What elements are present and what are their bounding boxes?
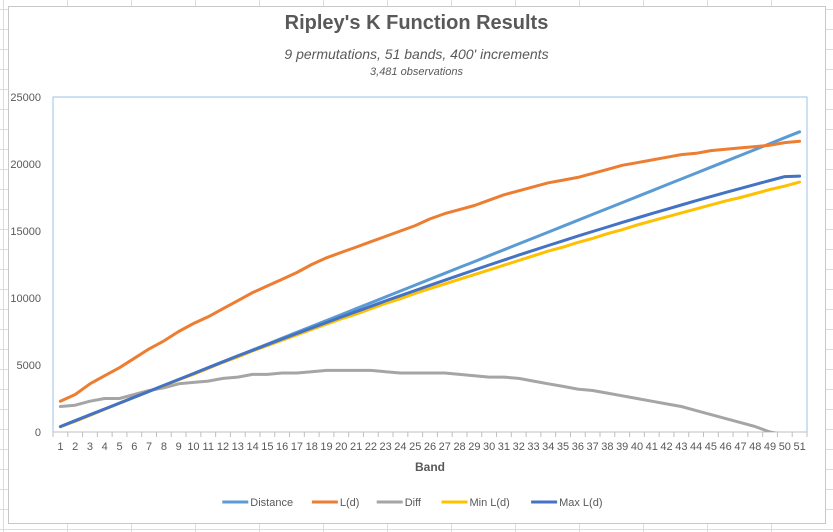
x-tick-label: 36 (572, 441, 584, 453)
x-tick-label: 12 (217, 441, 229, 453)
x-tick-label: 10 (187, 441, 199, 453)
x-tick-label: 17 (291, 441, 303, 453)
x-tick-label: 45 (705, 441, 717, 453)
legend-label: Max L(d) (559, 497, 602, 509)
x-tick-label: 13 (232, 441, 244, 453)
x-tick-label: 7 (146, 441, 152, 453)
y-tick-label: 5000 (17, 360, 41, 372)
x-tick-label: 15 (261, 441, 273, 453)
chart-subtitle: 9 permutations, 51 bands, 400' increment… (284, 46, 549, 62)
y-tick-label: 25000 (10, 92, 41, 104)
x-axis-title: Band (415, 460, 445, 474)
x-tick-label: 22 (365, 441, 377, 453)
x-tick-label: 5 (116, 441, 122, 453)
series-line-l-d[interactable] (58, 139, 802, 403)
x-tick-label: 26 (424, 441, 436, 453)
series-line-diff[interactable] (58, 368, 799, 437)
x-tick-label: 46 (720, 441, 732, 453)
x-tick-label: 32 (513, 441, 525, 453)
x-tick-label: 11 (203, 441, 214, 453)
x-tick-label: 41 (646, 441, 658, 453)
series-layer (58, 130, 802, 437)
x-tick-label: 3 (87, 441, 93, 453)
legend-label: L(d) (340, 497, 360, 509)
legend-label: Min L(d) (470, 497, 510, 509)
chart-title: Ripley's K Function Results (284, 12, 549, 34)
x-tick-label: 6 (131, 441, 137, 453)
x-tick-label: 48 (749, 441, 761, 453)
x-tick-label: 44 (690, 441, 702, 453)
x-tick-label: 42 (660, 441, 672, 453)
legend-item[interactable]: Max L(d) (531, 497, 603, 509)
x-tick-label: 19 (320, 441, 332, 453)
x-tick-label: 14 (246, 441, 258, 453)
x-tick-label: 21 (350, 441, 362, 453)
x-tick-label: 37 (587, 441, 599, 453)
x-tick-label: 16 (276, 441, 288, 453)
x-tick-label: 18 (306, 441, 318, 453)
legend-item[interactable]: L(d) (311, 497, 360, 509)
x-tick-label: 25 (409, 441, 421, 453)
y-tick-label: 15000 (10, 226, 41, 238)
x-tick-label: 34 (542, 441, 554, 453)
x-tick-label: 35 (557, 441, 569, 453)
x-tick-label: 23 (380, 441, 392, 453)
x-tick-label: 31 (498, 441, 510, 453)
plot-border (52, 96, 808, 433)
x-tick-label: 27 (439, 441, 451, 453)
x-tick-label: 38 (601, 441, 613, 453)
legend: Distance L(d) Diff Min L(d) Max L(d) (222, 497, 603, 509)
x-tick-label: 50 (779, 441, 791, 453)
x-tick-label: 51 (793, 441, 805, 453)
x-tick-label: 47 (734, 441, 746, 453)
y-tick-label: 0 (35, 427, 41, 439)
legend-item[interactable]: Diff (376, 497, 422, 509)
x-tick-label: 1 (57, 441, 63, 453)
x-tick-label: 43 (675, 441, 687, 453)
x-tick-label: 29 (468, 441, 480, 453)
x-tick-label: 9 (176, 441, 182, 453)
x-tick-label: 30 (483, 441, 495, 453)
legend-label: Diff (405, 497, 422, 509)
x-tick-label: 2 (72, 441, 78, 453)
y-tick-label: 10000 (10, 293, 41, 305)
x-tick-label: 39 (616, 441, 628, 453)
x-tick-label: 20 (335, 441, 347, 453)
x-tick-label: 4 (102, 441, 108, 453)
legend-item[interactable]: Min L(d) (441, 497, 510, 509)
x-tick-label: 40 (631, 441, 643, 453)
legend-label: Distance (250, 497, 293, 509)
chart-area[interactable] (8, 6, 826, 524)
legend-item[interactable]: Distance (222, 497, 293, 509)
series-line-max-l-d[interactable] (58, 174, 802, 429)
x-tick-label: 24 (394, 441, 406, 453)
chart-subtitle-observations: 3,481 observations (370, 66, 463, 78)
y-tick-label: 20000 (10, 159, 41, 171)
x-tick-label: 49 (764, 441, 776, 453)
x-tick-label: 33 (527, 441, 539, 453)
x-tick-label: 28 (453, 441, 465, 453)
x-tick-label: 8 (161, 441, 167, 453)
